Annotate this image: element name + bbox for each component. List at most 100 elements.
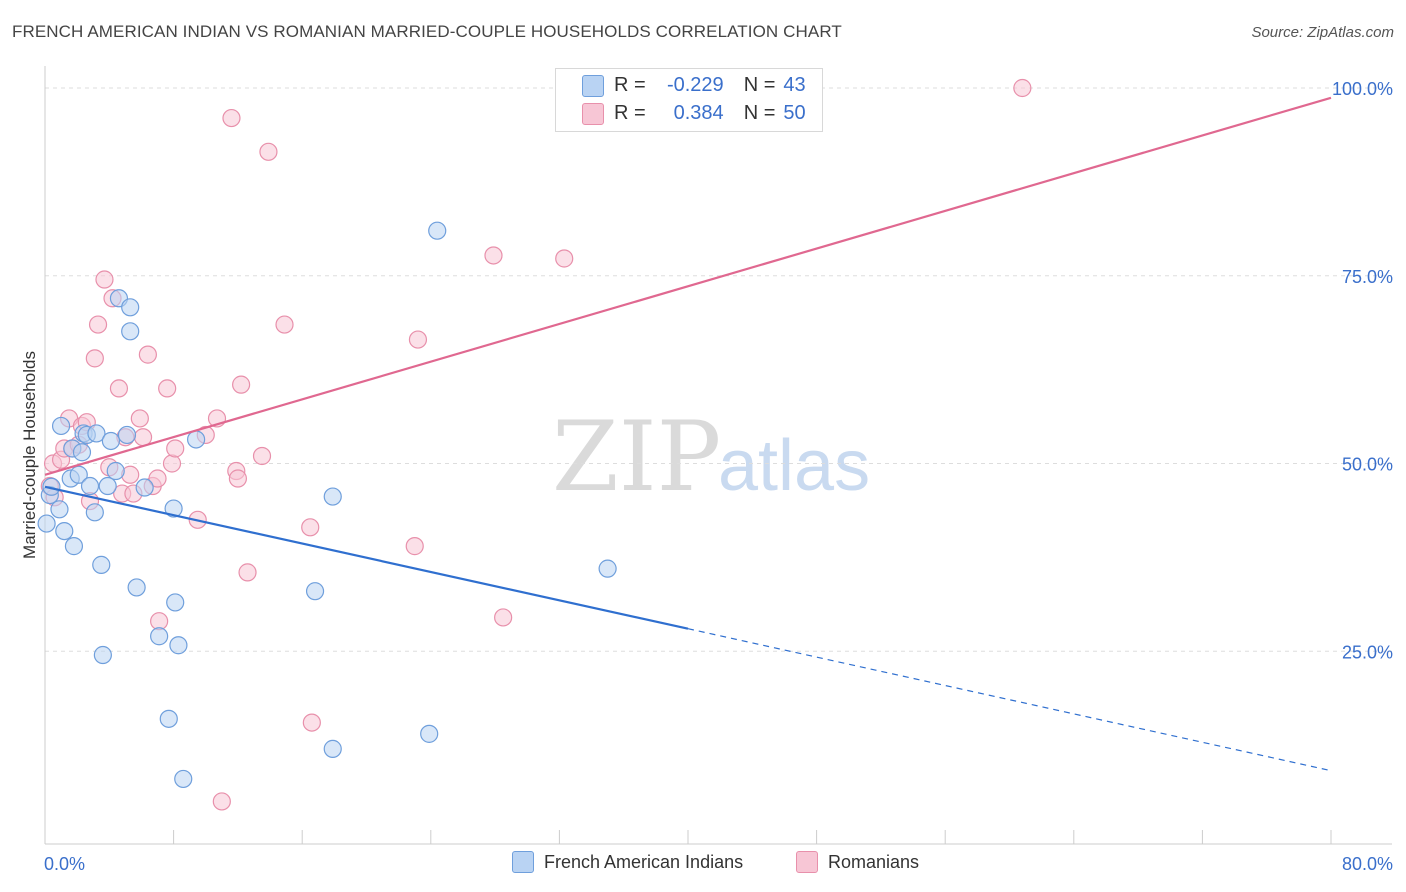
data-point [555,249,574,268]
data-point [98,476,117,496]
r-label: R = [614,101,646,124]
data-point [238,563,257,582]
data-point [187,430,206,449]
data-point [169,636,188,655]
y-tick-label: 100.0% [1332,79,1393,99]
n-label: N = [743,73,776,96]
data-point [428,221,447,240]
correlation-legend: R = -0.229 N = 43 R = 0.384 N = 50 [555,68,823,132]
chart-title: FRENCH AMERICAN INDIAN VS ROMANIAN MARRI… [12,22,842,41]
x-tick-label: 80.0% [1342,854,1393,874]
data-point [212,792,231,811]
trend-line-pink [44,96,1332,476]
data-point [598,559,617,578]
data-point [72,443,92,462]
tick-labels: 25.0% 50.0% 75.0% 100.0% 0.0% 80.0% [44,79,1393,874]
legend-label: French American Indians [544,851,744,872]
data-point [93,645,112,665]
r-value: -0.229 [666,73,724,96]
data-point [166,593,185,612]
n-value: 50 [783,101,806,124]
data-point [109,379,129,398]
data-point [106,461,125,481]
watermark-atlas: atlas [718,426,870,506]
data-point [150,627,169,646]
n-value: 43 [783,73,806,96]
data-point [232,375,251,394]
axes [44,66,1392,845]
legend-row-blue: R = -0.229 N = 43 [614,72,806,98]
data-point [55,521,74,541]
data-point [302,713,321,732]
data-point [121,298,140,317]
data-point [87,424,106,443]
r-label: R = [614,73,646,96]
data-point [305,582,325,601]
data-point [92,555,111,574]
legend-item-french-american-indians[interactable]: French American Indians [512,851,743,873]
data-point [174,769,193,789]
data-point [259,142,278,161]
n-label: N = [743,101,776,124]
data-point [159,709,178,728]
data-point [405,537,424,556]
data-point [130,409,149,428]
data-point [408,330,428,349]
data-point [127,578,146,597]
data-point [484,246,503,265]
data-point [135,478,154,497]
data-point [252,446,272,466]
french-american-indians-points [37,221,617,789]
data-point [420,724,439,743]
data-point [166,439,185,458]
data-point [228,469,247,488]
legend-item-romanians[interactable]: Romanians [796,851,919,873]
data-point [275,315,294,334]
data-point [101,431,121,451]
data-point [80,476,100,496]
y-tick-label: 25.0% [1342,642,1393,662]
data-point [95,270,114,289]
r-value: 0.384 [673,101,724,124]
data-point [42,477,61,496]
watermark: ZIP atlas [552,401,870,513]
y-tick-label: 50.0% [1342,455,1393,475]
gridlines [45,87,1392,652]
data-point [85,503,104,522]
data-point [37,514,56,533]
legend-row-pink: R = 0.384 N = 50 [614,100,806,126]
trend-line-blue-extension [687,628,1332,772]
watermark-zip: ZIP [552,401,721,513]
chart-source: Source: ZipAtlas.com [1251,24,1394,41]
data-point [301,518,320,537]
x-tick-label: 0.0% [44,854,85,874]
data-point [50,500,69,519]
data-point [158,379,177,398]
data-point [164,499,183,518]
trend-line-blue [44,485,689,630]
data-point [494,608,513,627]
trend-lines [44,96,1332,772]
data-point [85,349,104,368]
data-point [323,487,342,506]
data-point [323,739,342,758]
series-legend: French American Indians Romanians [0,851,1406,877]
legend-swatch [512,851,534,873]
legend-swatch-pink [582,103,604,125]
legend-swatch-blue [582,75,604,97]
data-point [88,315,108,334]
y-tick-label: 75.0% [1342,267,1393,287]
legend-swatch [796,851,818,873]
data-point [148,469,167,488]
data-point [1013,78,1032,98]
data-point [138,345,157,364]
data-point [64,537,84,556]
data-point [69,465,88,484]
data-point [117,425,137,445]
data-point [162,454,182,473]
data-point [121,322,140,341]
data-point [222,108,241,128]
legend-label: Romanians [828,851,920,872]
data-point [51,416,71,436]
